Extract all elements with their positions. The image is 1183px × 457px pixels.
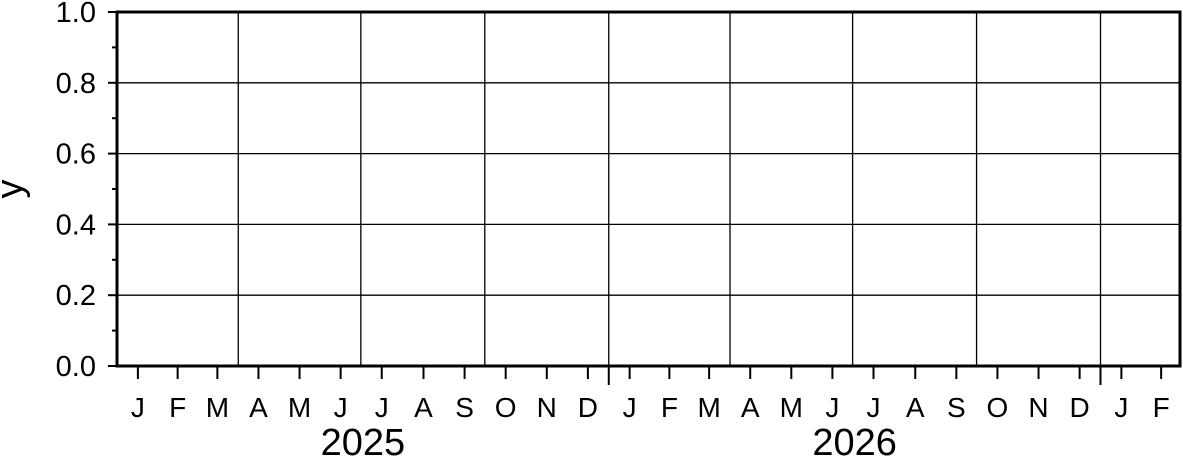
y-tick-label: 0.4 [56,209,96,241]
x-month-label: O [987,392,1009,423]
x-year-label: 2026 [812,422,897,457]
x-month-label: A [414,392,433,423]
y-tick-label: 0.8 [56,68,96,100]
x-month-label: M [697,392,720,423]
x-month-label: J [623,392,637,423]
y-tick-label: 0.2 [56,280,96,312]
x-month-label: S [947,392,966,423]
x-month-label: D [578,392,598,423]
x-month-label: J [825,392,839,423]
y-axis: 0.0 0.2 0.4 0.6 0.8 1.0 [56,0,117,383]
x-month-label: F [661,392,678,423]
y-tick-label: 0.6 [56,139,96,171]
x-year-label: 2025 [321,422,406,457]
x-month-label: J [1114,392,1128,423]
plot-frame [115,10,1182,368]
x-month-label: D [1070,392,1090,423]
x-axis: JFMAMJJASONDJFMAMJJASONDJFMAMJJASONDJF20… [131,366,1170,457]
x-month-label: M [780,392,803,423]
y-tick-label: 1.0 [56,0,96,29]
x-month-label: O [495,392,517,423]
y-tick-label: 0.0 [56,351,96,383]
x-month-label: J [334,392,348,423]
x-month-label: S [455,392,474,423]
grid-lines [117,11,1180,367]
x-month-label: A [906,392,925,423]
x-month-label: N [537,392,557,423]
x-month-label: M [206,392,229,423]
x-month-label: J [375,392,389,423]
y-axis-label: y [0,180,31,199]
x-month-label: F [1153,392,1170,423]
x-month-label: N [1028,392,1048,423]
x-month-label: J [131,392,145,423]
x-month-label: M [288,392,311,423]
x-month-label: F [169,392,186,423]
x-month-label: A [741,392,760,423]
x-month-label: J [866,392,880,423]
x-month-label: A [249,392,268,423]
